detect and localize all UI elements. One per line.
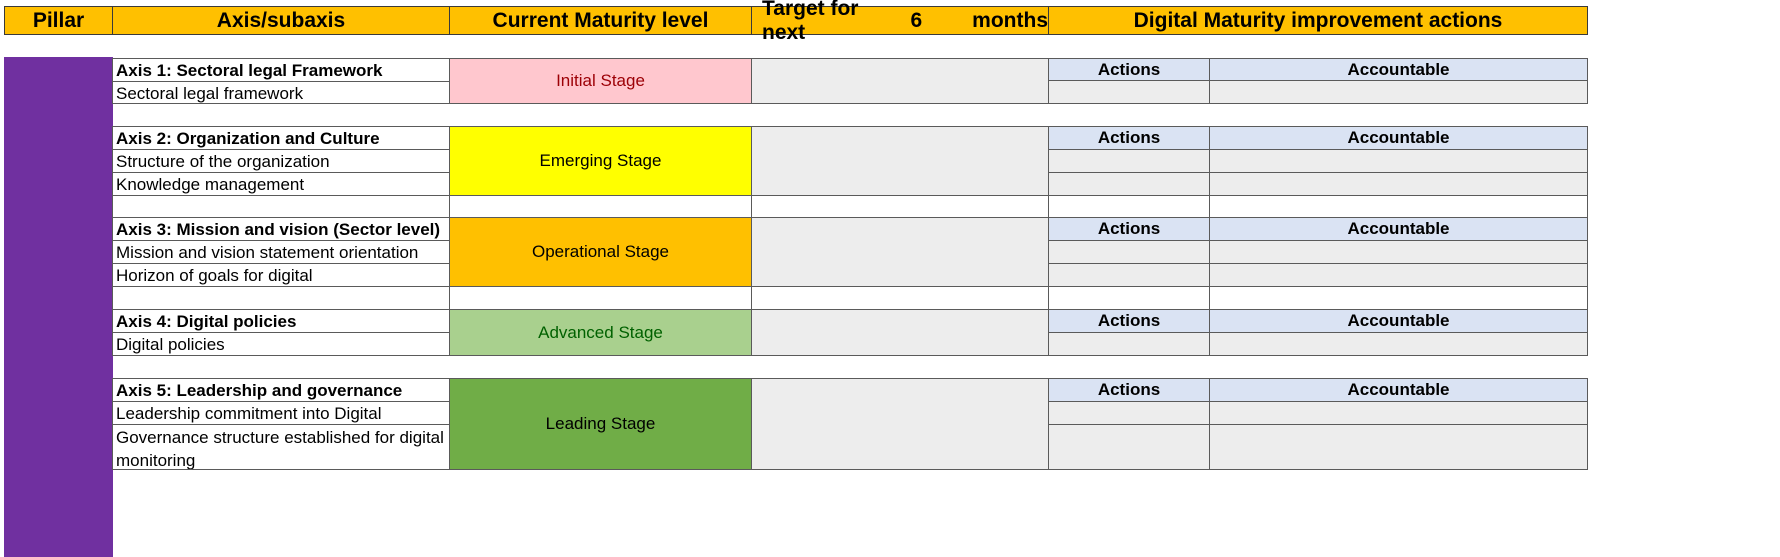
actions-cell[interactable] <box>1048 149 1210 173</box>
axis-title[interactable]: Axis 1: Sectoral legal Framework <box>112 58 450 82</box>
accountable-header[interactable]: Accountable <box>1209 378 1588 402</box>
blank-cell[interactable] <box>751 286 1049 310</box>
accountable-cell[interactable] <box>1209 240 1588 264</box>
target-suffix: months <box>972 8 1048 32</box>
actions-header[interactable]: Actions <box>1048 58 1210 81</box>
blank-cell[interactable] <box>751 195 1049 218</box>
accountable-header[interactable]: Accountable <box>1209 217 1588 241</box>
subaxis[interactable]: Knowledge management <box>112 172 450 196</box>
accountable-cell[interactable] <box>1209 332 1588 356</box>
current-stage[interactable]: Advanced Stage <box>449 309 752 356</box>
blank-cell[interactable] <box>1209 286 1588 310</box>
pillar-cell[interactable] <box>4 57 113 557</box>
actions-cell[interactable] <box>1048 401 1210 425</box>
header-axis[interactable]: Axis/subaxis <box>112 6 450 35</box>
target-prefix: Target for next <box>762 0 859 44</box>
axis-title[interactable]: Axis 5: Leadership and governance <box>112 378 450 402</box>
subaxis[interactable]: Sectoral legal framework <box>112 81 450 104</box>
accountable-cell[interactable] <box>1209 401 1588 425</box>
target-cell[interactable] <box>751 309 1049 356</box>
target-months-value: 6 <box>910 8 923 32</box>
actions-cell[interactable] <box>1048 172 1210 196</box>
axis-title[interactable]: Axis 2: Organization and Culture <box>112 126 450 150</box>
subaxis[interactable]: Structure of the organization <box>112 149 450 173</box>
accountable-header[interactable]: Accountable <box>1209 309 1588 333</box>
actions-cell[interactable] <box>1048 263 1210 287</box>
accountable-cell[interactable] <box>1209 263 1588 287</box>
subaxis[interactable]: Mission and vision statement orientation <box>112 240 450 264</box>
subaxis[interactable]: Governance structure established for dig… <box>112 424 450 470</box>
actions-header[interactable]: Actions <box>1048 309 1210 333</box>
target-cell[interactable] <box>751 378 1049 470</box>
accountable-header[interactable]: Accountable <box>1209 58 1588 81</box>
axis-title[interactable]: Axis 4: Digital policies <box>112 309 450 333</box>
blank-cell[interactable] <box>112 286 450 310</box>
actions-header[interactable]: Actions <box>1048 126 1210 150</box>
accountable-cell[interactable] <box>1209 424 1588 470</box>
actions-cell[interactable] <box>1048 424 1210 470</box>
header-target[interactable]: Target for next 6 months <box>751 0 1049 44</box>
blank-cell[interactable] <box>1209 195 1588 218</box>
target-cell[interactable] <box>751 58 1049 104</box>
current-stage[interactable]: Initial Stage <box>449 58 752 104</box>
actions-cell[interactable] <box>1048 240 1210 264</box>
actions-header[interactable]: Actions <box>1048 217 1210 241</box>
subaxis[interactable]: Digital policies <box>112 332 450 356</box>
accountable-cell[interactable] <box>1209 172 1588 196</box>
current-stage[interactable]: Leading Stage <box>449 378 752 470</box>
actions-header[interactable]: Actions <box>1048 378 1210 402</box>
blank-cell[interactable] <box>1048 286 1210 310</box>
blank-cell[interactable] <box>449 195 752 218</box>
actions-cell[interactable] <box>1048 332 1210 356</box>
current-stage[interactable]: Emerging Stage <box>449 126 752 196</box>
axis-title[interactable]: Axis 3: Mission and vision (Sector level… <box>112 217 450 241</box>
accountable-cell[interactable] <box>1209 80 1588 104</box>
header-pillar[interactable]: Pillar <box>4 6 113 35</box>
header-current-maturity[interactable]: Current Maturity level <box>449 6 752 35</box>
subaxis[interactable]: Leadership commitment into Digital <box>112 401 450 425</box>
blank-cell[interactable] <box>449 286 752 310</box>
accountable-cell[interactable] <box>1209 149 1588 173</box>
header-improvement-actions[interactable]: Digital Maturity improvement actions <box>1048 6 1588 35</box>
blank-cell[interactable] <box>112 195 450 218</box>
accountable-header[interactable]: Accountable <box>1209 126 1588 150</box>
actions-cell[interactable] <box>1048 80 1210 104</box>
target-cell[interactable] <box>751 126 1049 196</box>
blank-cell[interactable] <box>1048 195 1210 218</box>
current-stage[interactable]: Operational Stage <box>449 217 752 287</box>
target-cell[interactable] <box>751 217 1049 287</box>
subaxis[interactable]: Horizon of goals for digital <box>112 263 450 287</box>
